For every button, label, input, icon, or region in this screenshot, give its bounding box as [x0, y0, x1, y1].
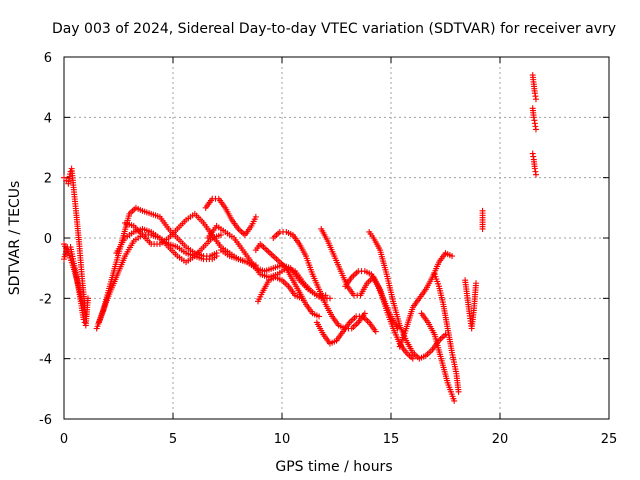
- series-arc-o: [318, 225, 416, 362]
- series-arc-p: [342, 268, 401, 332]
- series-arc-g: [113, 225, 224, 266]
- y-tick-label: 6: [44, 51, 52, 66]
- data-point: [532, 171, 539, 178]
- y-axis-label: SDTVAR / TECUs: [7, 181, 23, 296]
- x-tick-label: 20: [492, 432, 509, 447]
- y-tick-label: -4: [39, 353, 52, 368]
- data-point: [449, 253, 456, 260]
- series-arc-x: [529, 105, 539, 133]
- series-arc-i: [204, 222, 333, 302]
- data-point: [394, 325, 401, 332]
- x-axis-label: GPS time / hours: [275, 459, 392, 475]
- data-point: [84, 295, 91, 302]
- series-arc-e: [95, 231, 220, 326]
- series-arc-s: [418, 310, 458, 404]
- series-arc-c: [61, 241, 89, 320]
- data-point: [63, 177, 70, 184]
- data-point: [252, 213, 259, 220]
- series-arc-t: [431, 271, 462, 395]
- data-point: [473, 280, 480, 287]
- data-point: [213, 253, 220, 260]
- x-tick-label: 25: [601, 432, 618, 447]
- data-points: [61, 72, 539, 404]
- x-tick-label: 10: [274, 432, 291, 447]
- series-arc-r: [396, 250, 456, 350]
- data-point: [61, 174, 67, 181]
- series-arc-l: [255, 274, 305, 305]
- series-arc-f: [122, 210, 259, 269]
- series-arc-n: [313, 313, 379, 347]
- y-tick-label: 4: [44, 111, 52, 126]
- x-tick-label: 5: [169, 432, 177, 447]
- data-point: [532, 126, 539, 133]
- y-tick-label: 0: [44, 232, 52, 247]
- x-tick-label: 15: [383, 432, 400, 447]
- series-arc-u: [462, 277, 480, 332]
- data-point: [82, 313, 89, 320]
- series-arc-b: [61, 244, 91, 329]
- series-arc-y: [529, 150, 539, 178]
- series-arc-w: [529, 72, 539, 103]
- data-point: [451, 397, 458, 404]
- y-tick-label: -2: [39, 292, 52, 307]
- series-arc-q: [366, 228, 449, 362]
- data-point: [479, 225, 486, 232]
- data-point: [409, 355, 416, 362]
- series-arc-k: [252, 241, 323, 320]
- data-point: [326, 295, 333, 302]
- data-point: [298, 295, 305, 302]
- grid-lines: [64, 57, 609, 419]
- series-arc-d: [93, 204, 220, 332]
- x-tick-label: 0: [60, 432, 68, 447]
- series-arc-a: [61, 165, 89, 320]
- series-arc-v: [479, 207, 486, 232]
- series-arc-h: [202, 195, 259, 238]
- y-tick-label: -6: [39, 413, 52, 428]
- axis-ticks: 0 5 10 15 20 25 -6 -4 -2 0 2 4 6: [39, 51, 617, 447]
- data-point: [217, 231, 224, 238]
- data-point: [532, 96, 539, 103]
- data-point: [455, 388, 462, 395]
- y-tick-label: 2: [44, 172, 52, 187]
- data-point: [372, 328, 379, 335]
- chart-title: Day 003 of 2024, Sidereal Day-to-day VTE…: [52, 21, 616, 37]
- data-point: [316, 313, 323, 320]
